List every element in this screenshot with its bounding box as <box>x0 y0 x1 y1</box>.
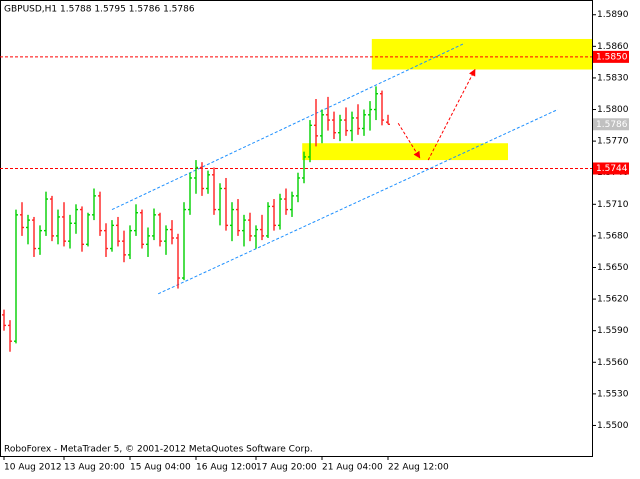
y-tick-label: 1.5890 <box>597 10 629 20</box>
level-label-box <box>593 162 629 175</box>
y-tick-label: 1.5860 <box>597 42 629 52</box>
forecast-arrow <box>397 122 421 159</box>
x-tick-label: 10 Aug 2012 <box>4 463 62 473</box>
footer: RoboForex - MetaTrader 5, © 2001-2012 Me… <box>4 445 313 455</box>
x-tick-label: 21 Aug 04:00 <box>322 463 383 473</box>
channel-line <box>157 109 559 295</box>
plot-frame <box>0 0 593 457</box>
y-tick-label: 1.5530 <box>597 389 629 399</box>
zone <box>302 143 509 161</box>
x-tick-label: 15 Aug 04:00 <box>130 463 191 473</box>
y-tick-label: 1.5500 <box>597 421 629 431</box>
forecast-arrow <box>427 68 476 161</box>
y-tick-label: 1.5590 <box>597 326 629 336</box>
y-tick-label: 1.5620 <box>597 295 629 305</box>
level-label: 1.5744 <box>596 164 628 174</box>
level-label-box <box>593 50 629 63</box>
y-tick-label: 1.5710 <box>597 200 629 210</box>
last-price-box <box>593 118 629 131</box>
chart-title: GBPUSD,H1 1.5788 1.5795 1.5786 1.5786 <box>4 5 195 15</box>
y-tick-label: 1.5800 <box>597 105 629 115</box>
zone <box>371 38 592 70</box>
channel-line <box>111 42 466 211</box>
last-price-label: 1.5786 <box>596 120 628 130</box>
x-tick-label: 22 Aug 12:00 <box>388 463 449 473</box>
x-tick-label: 13 Aug 20:00 <box>64 463 125 473</box>
y-tick-label: 1.5770 <box>597 137 629 147</box>
y-tick-label: 1.5830 <box>597 73 629 83</box>
y-tick-label: 1.5680 <box>597 231 629 241</box>
level-label: 1.5850 <box>596 52 628 62</box>
y-tick-label: 1.5560 <box>597 358 629 368</box>
x-tick-label: 17 Aug 20:00 <box>256 463 317 473</box>
x-tick-label: 16 Aug 12:00 <box>196 463 257 473</box>
y-tick-label: 1.5650 <box>597 263 629 273</box>
